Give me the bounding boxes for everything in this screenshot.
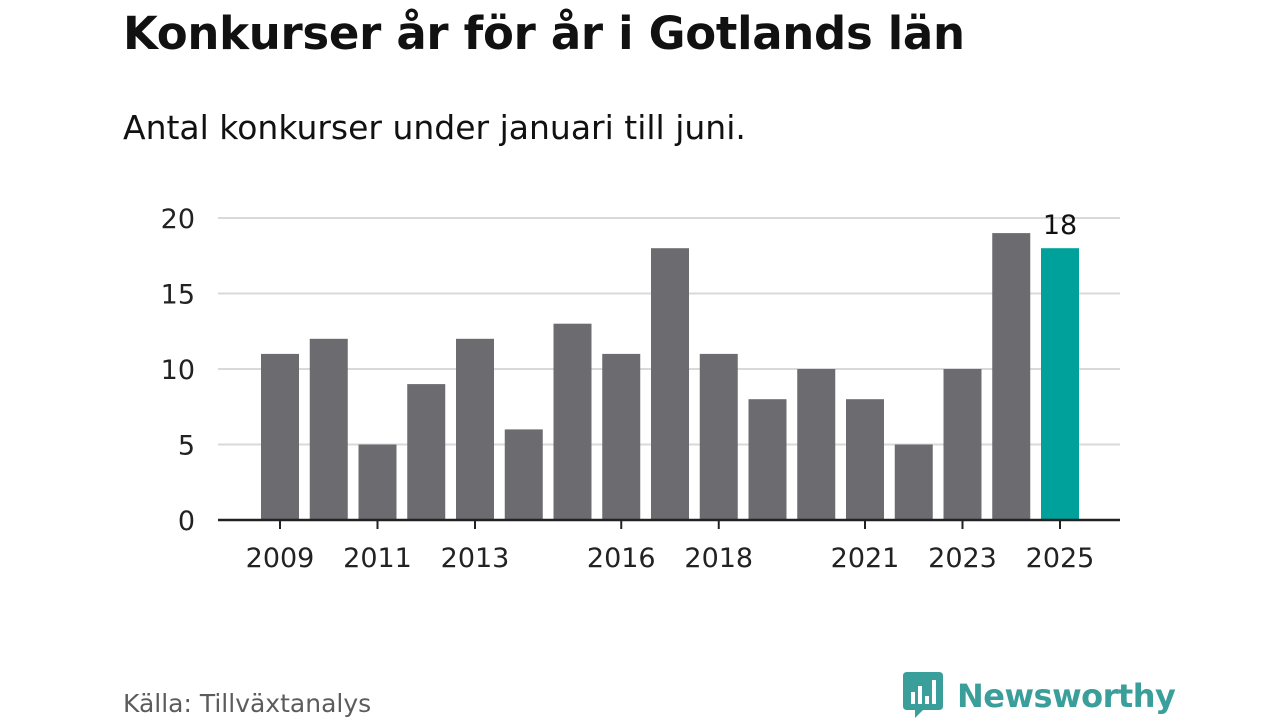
y-tick-label: 20: [161, 204, 195, 235]
bar-2013: [456, 339, 494, 520]
bar-2012: [407, 384, 445, 520]
x-axis: 2009 2011 2013 2016 2018 2021 2023 2025: [246, 520, 1095, 574]
bar-2020: [797, 369, 835, 520]
bar-2025: [1041, 248, 1079, 520]
bar-2009: [261, 354, 299, 520]
bars: [261, 233, 1079, 520]
bar-2017: [651, 248, 689, 520]
brand-name: Newsworthy: [957, 676, 1175, 716]
source-note: Källa: Tillväxtanalys: [123, 688, 371, 720]
y-tick-label: 15: [161, 280, 195, 311]
bar-2019: [749, 399, 787, 520]
bar-2022: [895, 445, 933, 521]
bar-2015: [554, 324, 592, 520]
data-labels: 18: [1043, 210, 1077, 241]
x-tick-label: 2011: [343, 543, 412, 574]
bar-2023: [944, 369, 982, 520]
bar-2014: [505, 429, 543, 520]
y-axis: 0 5 10 15 20: [161, 204, 195, 537]
x-tick-label: 2016: [587, 543, 656, 574]
brand-logo: Newsworthy: [903, 672, 1175, 720]
x-tick-label: 2025: [1026, 543, 1095, 574]
x-tick-label: 2018: [684, 543, 753, 574]
y-tick-label: 10: [161, 355, 195, 386]
bar-chart: 2009 2011 2013 2016 2018 2021 2023 2025 0510152…: [0, 0, 1280, 660]
y-tick-label: 0: [178, 506, 195, 537]
bar-2021: [846, 399, 884, 520]
bar-2016: [602, 354, 640, 520]
bar-2024: [992, 233, 1030, 520]
y-tick-label: 5: [178, 431, 195, 462]
bar-2010: [310, 339, 348, 520]
x-tick-label: 2009: [246, 543, 315, 574]
bar-2018: [700, 354, 738, 520]
data-label: 18: [1043, 210, 1077, 241]
x-tick-label: 2021: [831, 543, 900, 574]
bar-chart-speech-bubble-icon: [903, 672, 943, 720]
x-tick-label: 2023: [928, 543, 997, 574]
bar-2011: [359, 445, 397, 521]
x-tick-label: 2013: [441, 543, 510, 574]
